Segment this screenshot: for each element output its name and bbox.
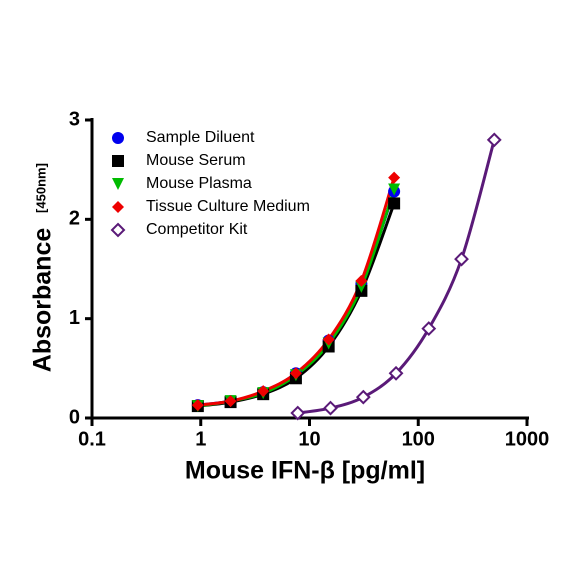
legend-marker	[112, 178, 124, 190]
y-tick-label: 3	[69, 108, 80, 130]
marker	[322, 333, 335, 346]
y-axis-unit: [450nm]	[33, 163, 48, 213]
y-tick-label: 1	[69, 307, 80, 329]
legend-label: Sample Diluent	[146, 129, 255, 146]
marker	[224, 395, 237, 408]
legend-label: Tissue Culture Medium	[146, 198, 310, 215]
x-tick-label: 1	[195, 428, 206, 450]
marker	[257, 385, 270, 398]
legend-marker	[112, 132, 124, 144]
legend-label: Mouse Serum	[146, 152, 246, 169]
x-axis-title: Mouse IFN-β [pg/ml]	[185, 457, 425, 485]
y-axis-title-group: Absorbance [450nm]	[29, 163, 57, 372]
marker	[454, 251, 469, 267]
x-tick-label: 10	[298, 428, 320, 450]
marker	[388, 197, 401, 210]
y-tick-label: 0	[69, 406, 80, 428]
marker	[355, 274, 368, 287]
marker	[289, 367, 302, 380]
marker	[421, 321, 437, 337]
marker	[388, 171, 401, 184]
legend-marker	[112, 155, 124, 167]
y-axis-title: Absorbance	[29, 228, 57, 373]
marker	[290, 405, 306, 421]
marker	[323, 400, 338, 416]
legend-marker	[112, 201, 124, 213]
legend-marker	[110, 222, 126, 238]
y-tick-label: 2	[69, 208, 80, 230]
legend-label: Competitor Kit	[146, 221, 248, 238]
x-tick-label: 0.1	[78, 428, 106, 450]
marker	[486, 132, 502, 148]
x-tick-label: 100	[402, 428, 435, 450]
marker	[388, 183, 401, 196]
marker	[191, 399, 204, 412]
legend-label: Mouse Plasma	[146, 175, 252, 192]
marker	[355, 389, 371, 405]
x-tick-label: 1000	[505, 428, 550, 450]
marker	[388, 365, 404, 381]
